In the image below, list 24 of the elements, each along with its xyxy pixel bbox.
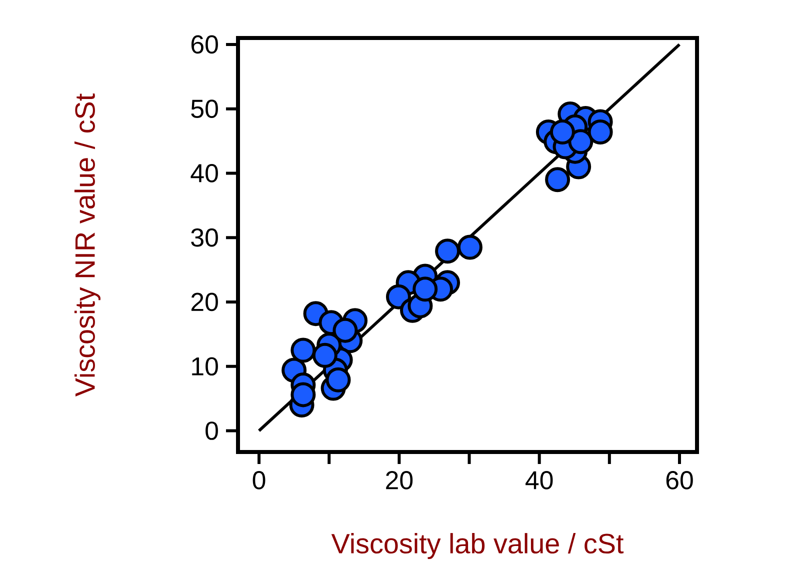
y-axis-title: Viscosity NIR value / cSt	[74, 94, 100, 397]
x-tick-label: 20	[386, 471, 413, 490]
y-tick-label: 30	[191, 228, 218, 247]
y-tick-label: 50	[191, 100, 218, 118]
point	[588, 120, 613, 144]
y-tick-label: 0	[206, 422, 218, 440]
point	[332, 318, 358, 343]
y-tick-label: 10	[192, 357, 218, 376]
x-tick-label: 0	[252, 471, 266, 490]
point	[435, 238, 460, 264]
point	[290, 382, 316, 408]
point	[290, 338, 316, 363]
point	[550, 120, 575, 144]
y-tick-label: 40	[190, 164, 218, 182]
y-tick-label: 60	[191, 35, 218, 54]
point	[457, 234, 482, 260]
x-tick-label: 40	[526, 471, 553, 490]
x-axis-title: Viscosity lab value / cSt	[331, 533, 624, 560]
x-tick-label: 60	[666, 471, 693, 490]
point	[326, 367, 351, 392]
point	[545, 167, 570, 192]
y-tick-label: 20	[191, 292, 218, 312]
point	[312, 342, 338, 368]
point	[412, 276, 438, 302]
